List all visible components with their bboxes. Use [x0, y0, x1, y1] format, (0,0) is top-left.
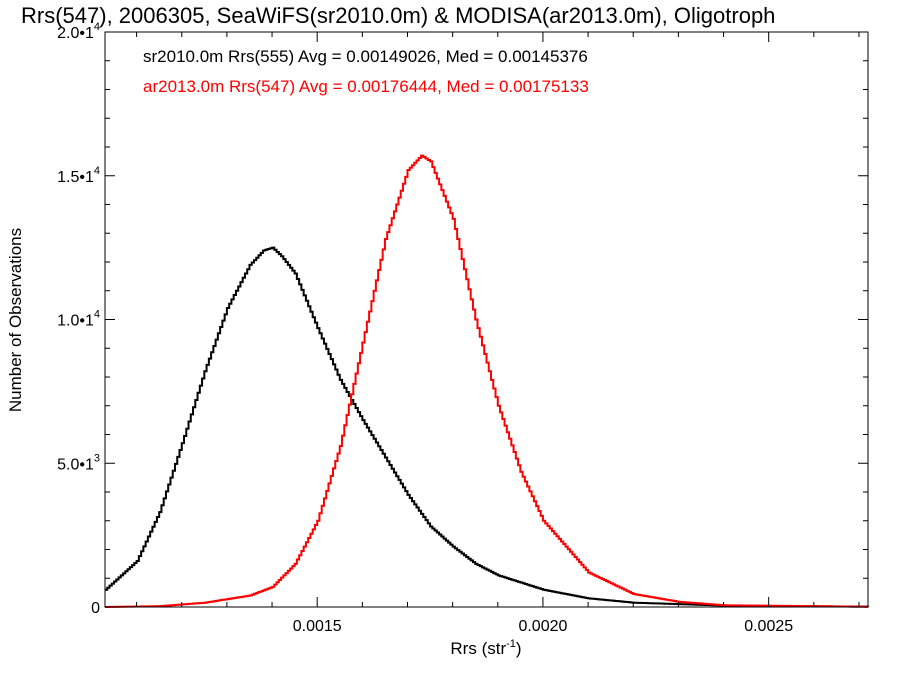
series-line-0	[105, 246, 869, 608]
legend-entry-sr2010: sr2010.0m Rrs(555) Avg = 0.00149026, Med…	[143, 47, 588, 66]
y-tick-label: 0	[91, 600, 100, 617]
legend-entry-ar2013: ar2013.0m Rrs(547) Avg = 0.00176444, Med…	[143, 77, 589, 96]
legend: sr2010.0m Rrs(555) Avg = 0.00149026, Med…	[143, 47, 589, 96]
y-tick-label: 5.0•13​	[57, 452, 100, 473]
x-tick-label: 0.0015	[293, 618, 342, 635]
x-axis-label: Rrs (str-1)	[450, 638, 521, 658]
x-tick-label: 0.0020	[518, 618, 567, 635]
y-axis-label: Number of Observations	[6, 228, 25, 412]
series-line-1	[105, 154, 869, 608]
y-axis: 0 5.0•13​ 1.0•14​ 1.5•14​ 2.0•14​	[57, 21, 868, 617]
y-tick-label: 2.0•14​	[57, 21, 100, 42]
chart-title: Rrs(547), 2006305, SeaWiFS(sr2010.0m) & …	[21, 3, 775, 28]
plot-frame	[104, 31, 869, 608]
y-tick-label: 1.5•14​	[57, 165, 100, 186]
x-axis: 0.0015 0.0020 0.0025	[136, 32, 860, 635]
y-tick-label: 1.0•14​	[57, 309, 100, 330]
plot-area	[105, 154, 869, 608]
x-tick-label: 0.0025	[744, 618, 793, 635]
